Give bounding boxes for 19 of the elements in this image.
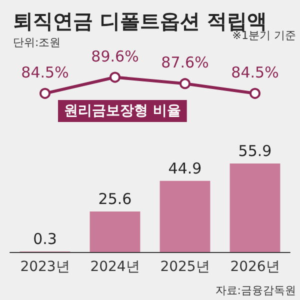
data-label: 25.6 — [98, 190, 132, 208]
data-label: 89.6% — [91, 47, 139, 66]
data-label: 84.5% — [231, 63, 279, 82]
chart-title: 퇴직연금 디폴트옵션 적립액 — [13, 9, 267, 33]
bar — [230, 163, 280, 252]
bar — [90, 211, 140, 252]
series-label: 원리금보장형 비율 — [64, 103, 181, 119]
x-tick-label: 2024년 — [90, 259, 140, 275]
data-label: 0.3 — [33, 230, 57, 248]
data-label: 44.9 — [168, 159, 202, 178]
data-label: 55.9 — [238, 142, 272, 160]
bar — [160, 180, 210, 252]
x-tick-label: 2023년 — [20, 259, 70, 275]
data-label: 84.5% — [21, 63, 69, 82]
chart-subtitle: 단위:조원 — [13, 36, 61, 49]
x-tick-label: 2026년 — [230, 259, 280, 275]
text: 자료:금융감독원 — [215, 284, 296, 297]
data-label: 87.6% — [161, 54, 209, 72]
x-tick-label: 2025년 — [160, 259, 210, 275]
